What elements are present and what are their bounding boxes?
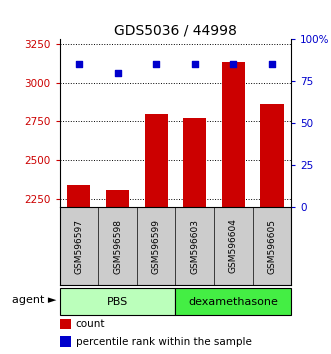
Text: PBS: PBS [107, 297, 128, 307]
Bar [260, 104, 284, 207]
Point [115, 70, 120, 75]
Text: percentile rank within the sample: percentile rank within the sample [76, 337, 252, 347]
Bar [222, 62, 245, 207]
Text: dexamethasone: dexamethasone [188, 297, 278, 307]
Bar [175, 288, 291, 315]
Bar [106, 190, 129, 207]
Bar [183, 118, 206, 207]
Point [154, 61, 159, 67]
Text: GSM596599: GSM596599 [152, 218, 161, 274]
Text: GSM596598: GSM596598 [113, 218, 122, 274]
Text: GSM596603: GSM596603 [190, 218, 199, 274]
Title: GDS5036 / 44998: GDS5036 / 44998 [114, 24, 237, 38]
Point [76, 61, 81, 67]
Text: GSM596597: GSM596597 [74, 218, 83, 274]
Text: GSM596604: GSM596604 [229, 218, 238, 274]
Text: GSM596605: GSM596605 [267, 218, 276, 274]
Bar [67, 185, 90, 207]
Bar [145, 114, 168, 207]
Bar [60, 319, 71, 329]
Point [269, 61, 275, 67]
Bar [60, 288, 175, 315]
Text: agent ►: agent ► [12, 295, 56, 305]
Point [231, 61, 236, 67]
Bar [60, 336, 71, 347]
Point [192, 61, 197, 67]
Text: count: count [76, 319, 105, 329]
